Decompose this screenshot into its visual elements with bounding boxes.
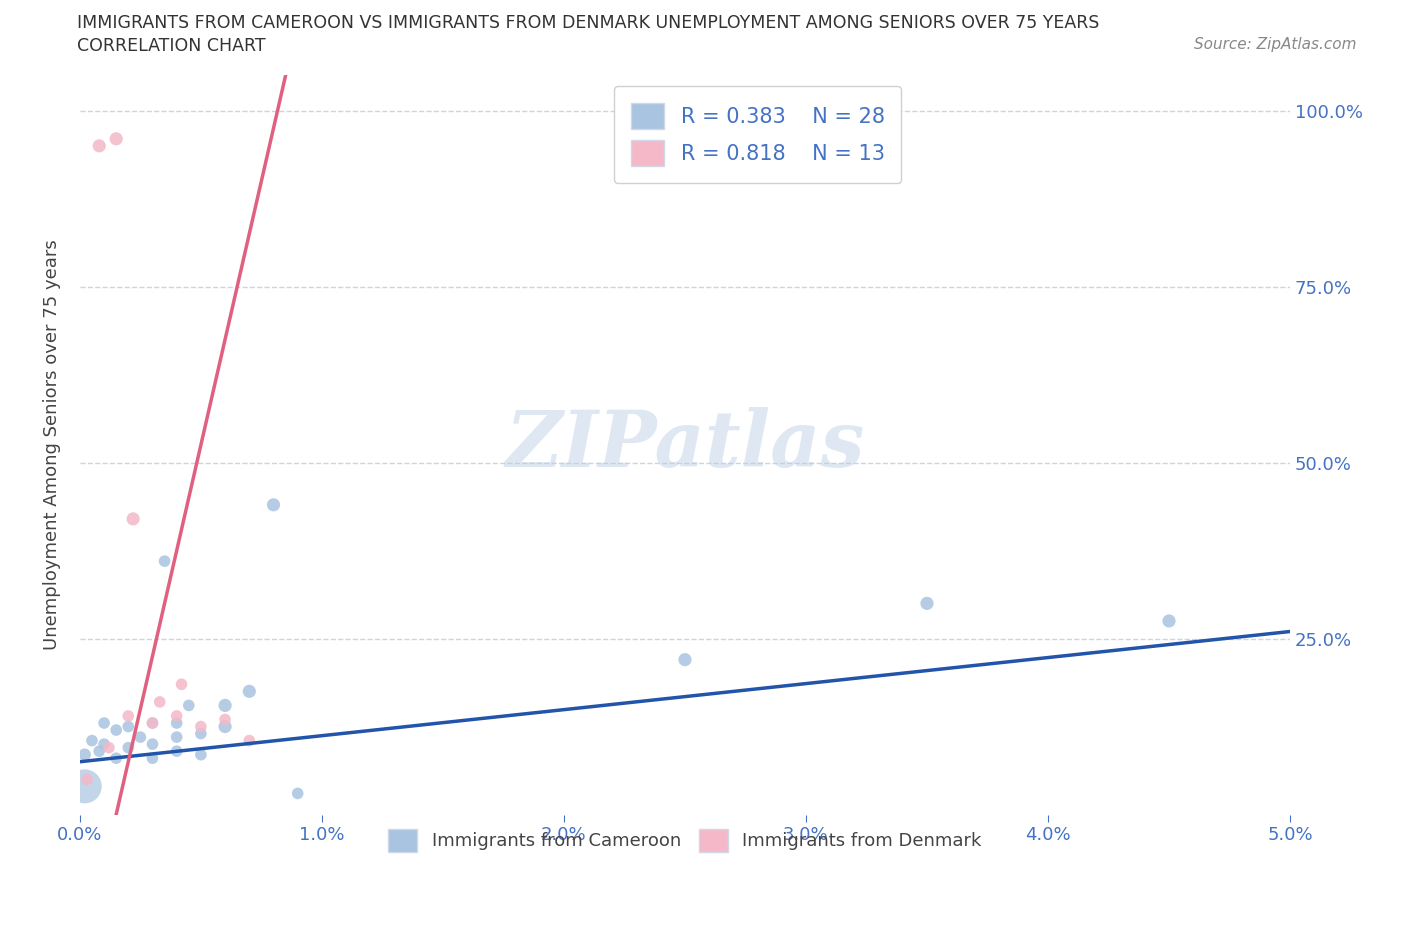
Point [141, 737, 163, 751]
Y-axis label: Unemployment Among Seniors over 75 years: Unemployment Among Seniors over 75 years [44, 240, 60, 650]
Point [141, 715, 163, 730]
Point [1157, 614, 1180, 629]
Point [129, 730, 152, 745]
Point [166, 715, 188, 730]
Point [117, 709, 139, 724]
Point [214, 719, 236, 734]
Point [117, 719, 139, 734]
Point [93, 737, 115, 751]
Point [105, 751, 128, 765]
Point [89, 139, 111, 153]
Point [93, 715, 115, 730]
Point [287, 786, 309, 801]
Point [263, 498, 285, 512]
Point [73, 779, 96, 794]
Text: ZIPatlas: ZIPatlas [505, 406, 865, 484]
Point [117, 740, 139, 755]
Point [73, 747, 96, 762]
Point [89, 744, 111, 759]
Point [214, 698, 236, 713]
Legend: Immigrants from Cameroon, Immigrants from Denmark: Immigrants from Cameroon, Immigrants fro… [380, 819, 991, 861]
Text: IMMIGRANTS FROM CAMEROON VS IMMIGRANTS FROM DENMARK UNEMPLOYMENT AMONG SENIORS O: IMMIGRANTS FROM CAMEROON VS IMMIGRANTS F… [77, 14, 1099, 32]
Point [190, 726, 212, 741]
Point [141, 751, 163, 765]
Point [105, 131, 128, 146]
Text: Source: ZipAtlas.com: Source: ZipAtlas.com [1194, 37, 1357, 52]
Point [170, 677, 193, 692]
Point [153, 553, 176, 568]
Point [166, 730, 188, 745]
Point [177, 698, 200, 713]
Point [190, 747, 212, 762]
Point [105, 723, 128, 737]
Point [915, 596, 938, 611]
Point [214, 712, 236, 727]
Point [166, 744, 188, 759]
Point [238, 684, 260, 698]
Point [122, 512, 145, 526]
Text: CORRELATION CHART: CORRELATION CHART [77, 37, 266, 55]
Point [80, 733, 103, 748]
Point [97, 740, 120, 755]
Point [149, 695, 172, 710]
Point [238, 733, 260, 748]
Point [673, 652, 696, 667]
Point [76, 772, 98, 787]
Point [141, 715, 163, 730]
Point [166, 709, 188, 724]
Point [190, 719, 212, 734]
